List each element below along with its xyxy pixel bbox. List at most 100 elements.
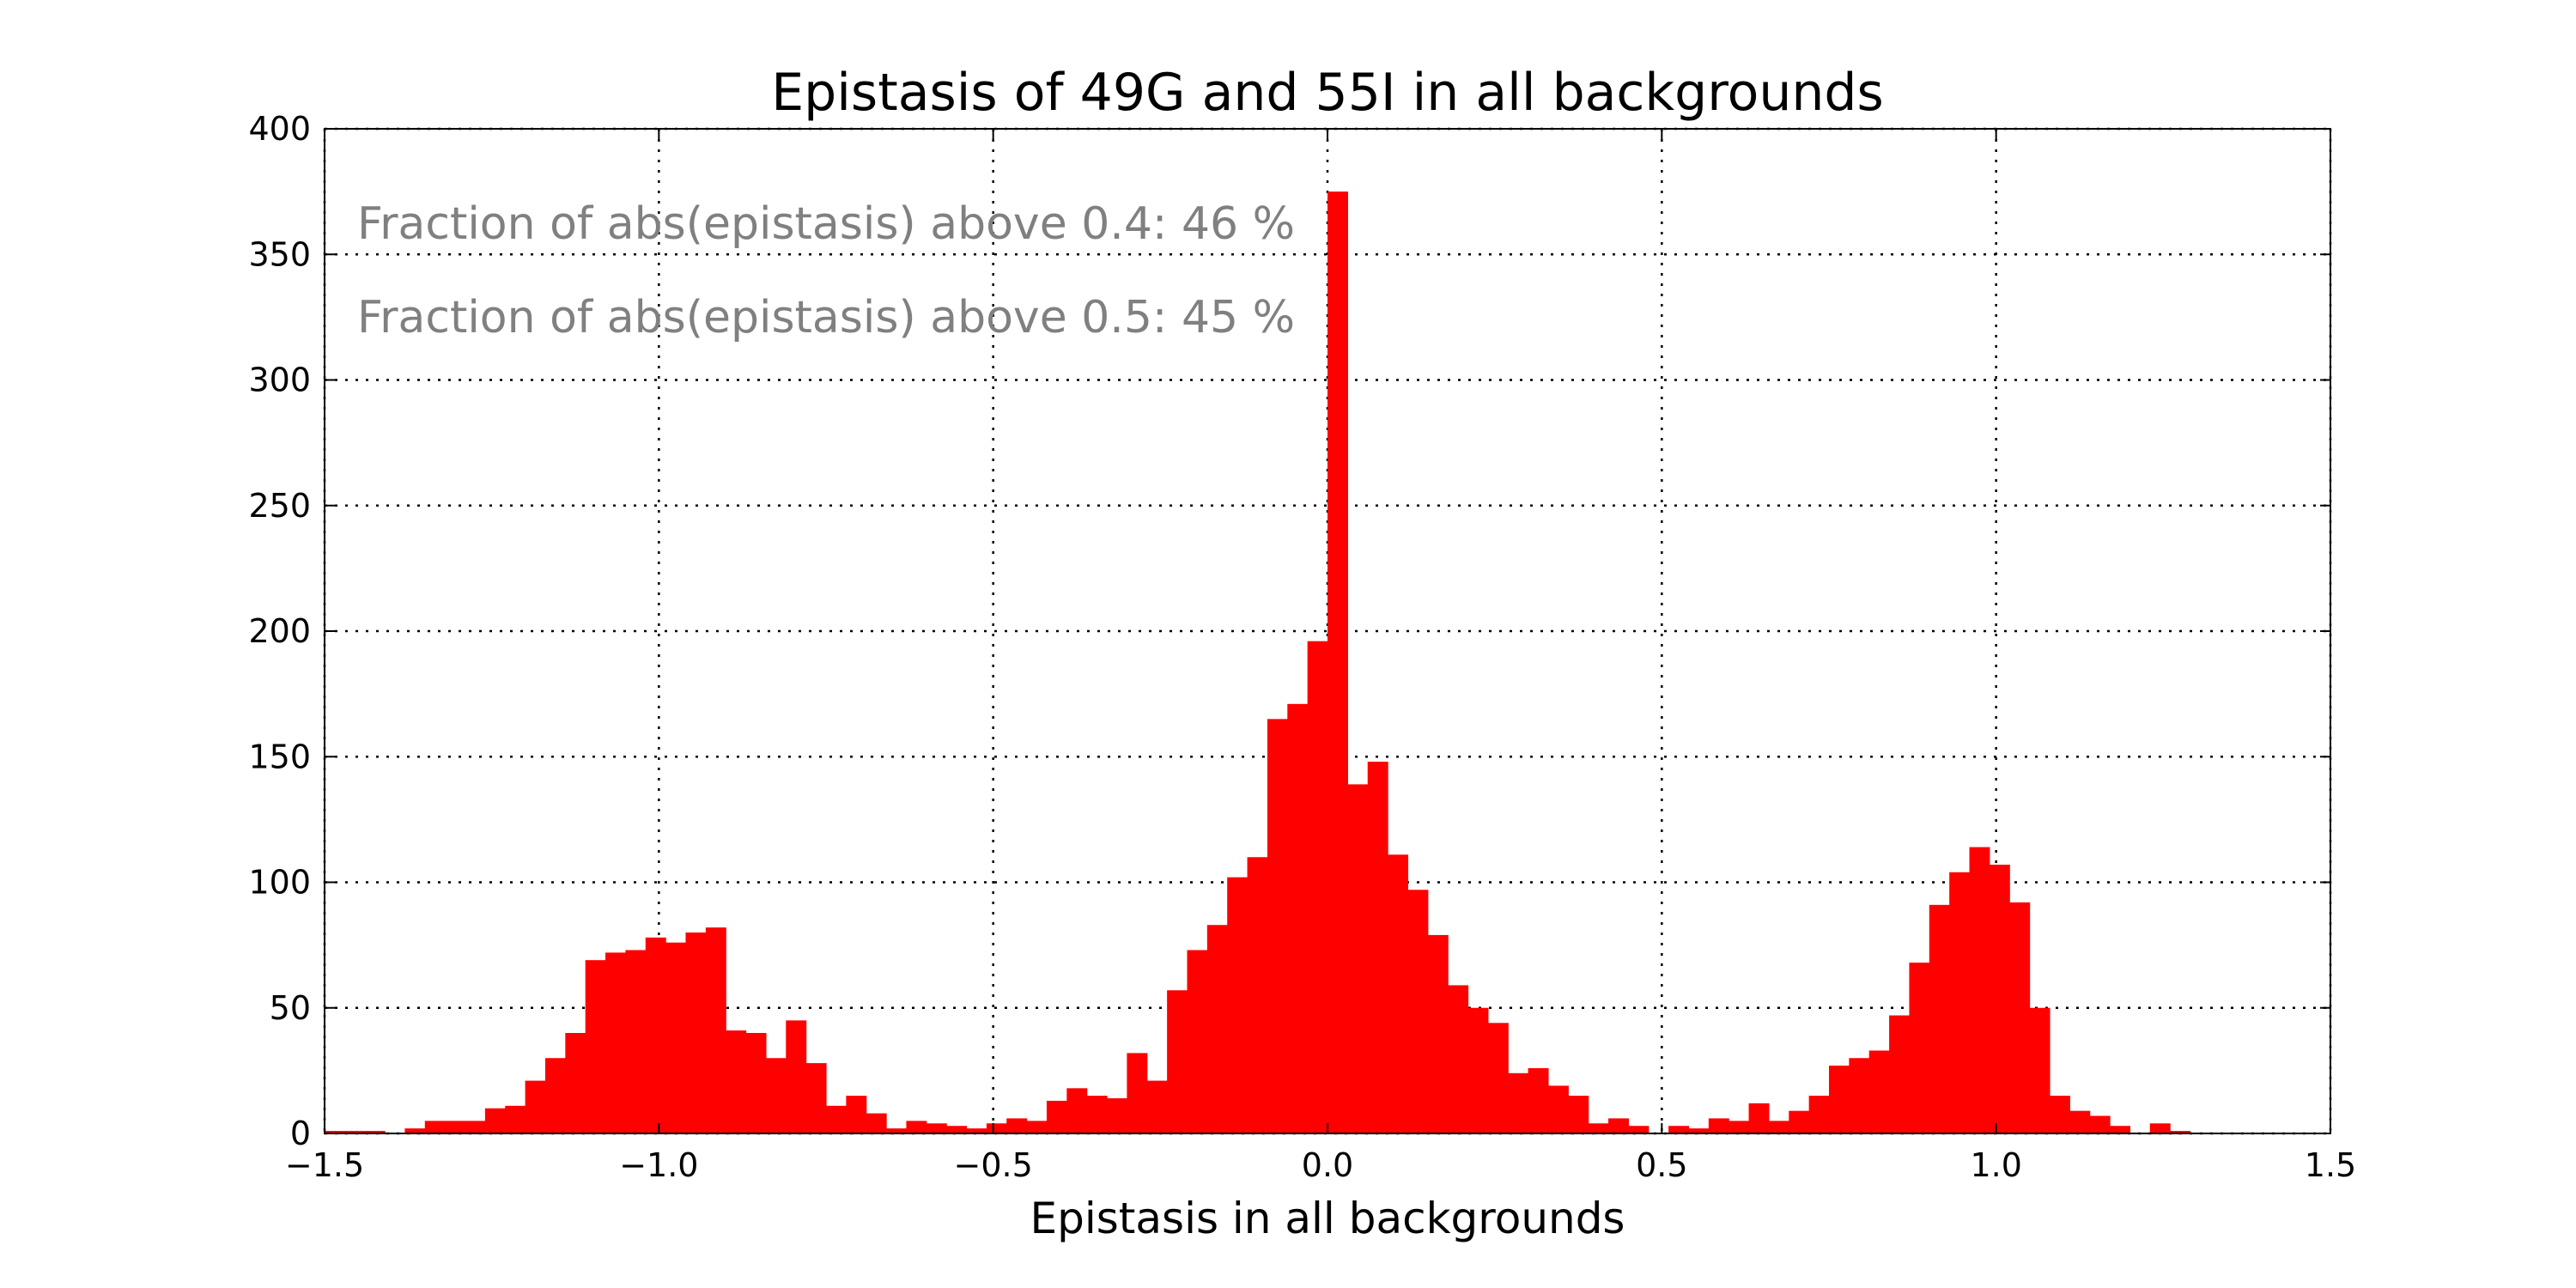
y-tick-label: 350: [248, 235, 311, 273]
x-tick-labels: −1.5 −1.0 −0.5 0.0 0.5 1.0 1.5: [285, 1146, 2356, 1184]
histogram-bar: [745, 1033, 767, 1133]
histogram-bar: [1006, 1118, 1028, 1133]
histogram-bar: [1588, 1123, 1609, 1133]
histogram-bar: [1448, 985, 1469, 1133]
histogram-bar: [1547, 1085, 1569, 1133]
histogram-bar: [325, 1131, 345, 1133]
histogram-bar: [1046, 1100, 1067, 1133]
x-axis-label: Epistasis in all backgrounds: [1030, 1194, 1625, 1243]
histogram-bar: [1347, 784, 1369, 1133]
histogram-bar: [685, 933, 707, 1133]
histogram-bar: [986, 1123, 1007, 1133]
histogram-bar: [1187, 950, 1208, 1133]
histogram-bar: [1849, 1058, 1870, 1133]
x-tick-label: 1.5: [2305, 1146, 2356, 1184]
histogram-bar: [705, 927, 726, 1133]
histogram-bar: [1167, 990, 1188, 1133]
histogram-bar: [2049, 1096, 2070, 1133]
histogram-bar: [1989, 865, 2010, 1133]
x-tick-label: −1.5: [285, 1146, 364, 1184]
histogram-bar: [926, 1123, 947, 1133]
histogram-bar: [1427, 934, 1449, 1133]
y-tick-labels: 0 50 100 150 200 250 300 350 400: [248, 110, 311, 1152]
histogram-bar: [1789, 1110, 1810, 1133]
histogram-bar: [966, 1128, 987, 1133]
histogram-bar: [1768, 1121, 1789, 1133]
histogram-bar: [1628, 1126, 1649, 1133]
annotation-fraction-above-0-5: Fraction of abs(epistasis) above 0.5: 45…: [357, 292, 1295, 343]
histogram-bar: [1508, 1072, 1529, 1133]
x-tick-label: −1.0: [619, 1146, 698, 1184]
histogram-bar: [1287, 703, 1309, 1133]
histogram-bar: [1066, 1088, 1088, 1133]
histogram-bar: [424, 1121, 446, 1133]
histogram-bar: [2029, 1007, 2050, 1133]
histogram-bar: [1868, 1050, 1890, 1133]
histogram-bar: [1688, 1128, 1710, 1133]
y-tick-label: 200: [248, 612, 311, 650]
histogram-bar: [1728, 1121, 1750, 1133]
y-tick-label: 100: [248, 864, 311, 902]
y-tick-label: 400: [248, 110, 311, 148]
histogram-bar: [1206, 925, 1228, 1133]
histogram-bars: [325, 191, 2191, 1133]
histogram-bar: [1146, 1080, 1168, 1133]
histogram-bar: [2069, 1110, 2091, 1133]
histogram-bar: [544, 1058, 566, 1133]
histogram-bar: [1327, 191, 1348, 1133]
histogram-bar: [1668, 1126, 1690, 1133]
x-tick-label: 0.0: [1302, 1146, 1353, 1184]
histogram-bar: [726, 1030, 747, 1133]
histogram-bar: [1748, 1103, 1770, 1133]
axis-ticks: [324, 128, 2331, 1134]
histogram-bar: [1528, 1067, 1549, 1133]
histogram-bar: [1227, 877, 1249, 1133]
x-tick-label: 1.0: [1970, 1146, 2021, 1184]
histogram-bar: [1829, 1066, 1850, 1133]
histogram-bar: [525, 1080, 546, 1133]
histogram-bar: [866, 1113, 887, 1133]
histogram-bar: [2089, 1115, 2111, 1133]
histogram-bar: [1808, 1096, 1830, 1133]
histogram-bar: [1608, 1118, 1629, 1133]
histogram-bar: [505, 1105, 526, 1133]
histogram-bar: [364, 1131, 386, 1133]
histogram-bar: [1086, 1096, 1108, 1133]
histogram-bar: [344, 1131, 366, 1133]
chart-title: Epistasis of 49G and 55I in all backgrou…: [771, 63, 1883, 123]
histogram-bar: [946, 1126, 968, 1133]
histogram-bar: [665, 942, 687, 1133]
y-tick-label: 250: [248, 487, 311, 525]
histogram-bar: [1407, 890, 1429, 1133]
histogram-bar: [906, 1121, 927, 1133]
histogram-bar: [565, 1033, 586, 1133]
histogram-bar: [1467, 1007, 1489, 1133]
histogram-bar: [2110, 1126, 2130, 1133]
y-tick-label: 0: [290, 1115, 311, 1152]
histogram-bar: [1969, 847, 1990, 1133]
histogram-bar: [484, 1108, 506, 1133]
histogram-bar: [1267, 719, 1288, 1133]
histogram-bar: [886, 1128, 908, 1133]
histogram-bar: [585, 960, 606, 1133]
x-tick-label: −0.5: [954, 1146, 1033, 1184]
histogram-bar: [1909, 963, 1930, 1133]
histogram-bar: [1889, 1015, 1911, 1133]
histogram-bar: [1307, 641, 1328, 1133]
histogram-bar: [2149, 1123, 2171, 1133]
histogram-bar: [404, 1128, 426, 1133]
histogram-bar: [1107, 1098, 1127, 1133]
histogram-bar: [465, 1121, 486, 1133]
y-tick-label: 50: [270, 989, 311, 1027]
histogram-bar: [1127, 1053, 1148, 1133]
histogram-bar: [2009, 902, 2031, 1133]
histogram-bar: [625, 950, 647, 1133]
histogram-bar: [1247, 857, 1268, 1133]
histogram-bar: [1367, 762, 1388, 1133]
histogram-bar: [445, 1121, 466, 1133]
histogram-bar: [1487, 1023, 1509, 1133]
histogram-bar: [805, 1063, 827, 1133]
annotation-fraction-above-0-4: Fraction of abs(epistasis) above 0.4: 46…: [357, 198, 1295, 250]
histogram-bar: [1929, 904, 1950, 1133]
